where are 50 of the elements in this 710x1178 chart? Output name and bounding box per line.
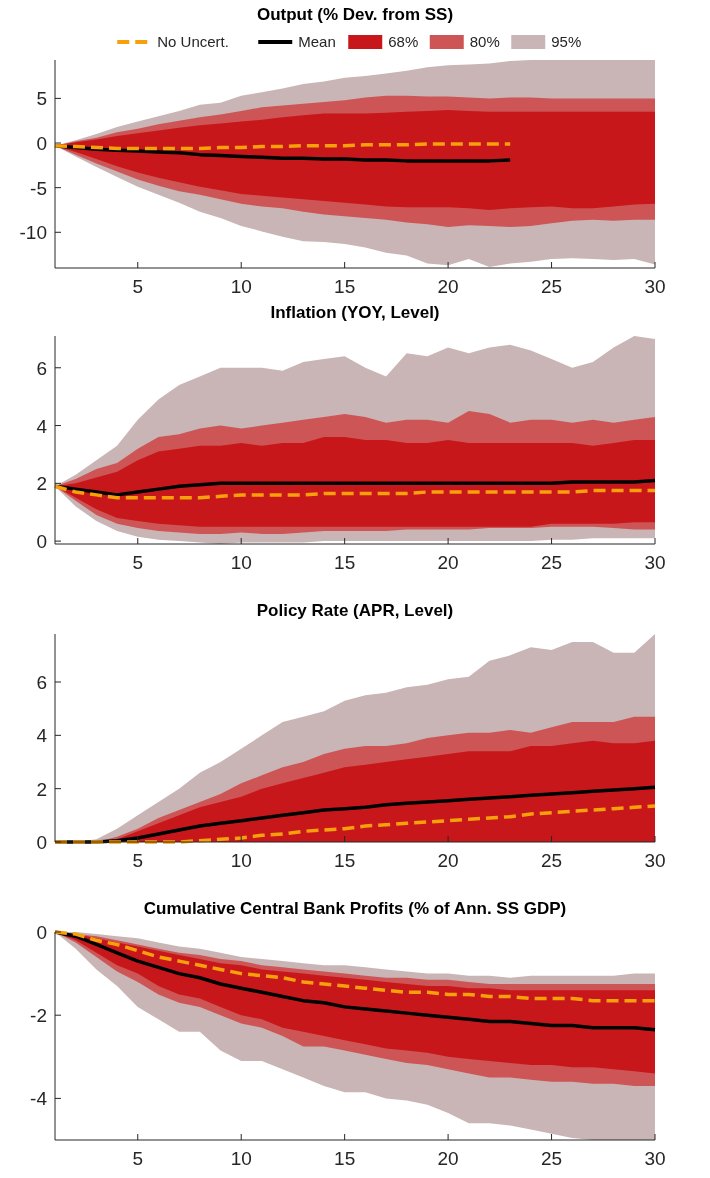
y-tick-label: 4 <box>36 725 48 747</box>
y-tick-label: 0 <box>36 531 47 553</box>
x-tick-label: 15 <box>334 1148 356 1169</box>
chart-title: Output (% Dev. from SS) <box>256 5 454 24</box>
chart-title: Inflation (YOY, Level) <box>270 303 440 322</box>
x-tick-label: 30 <box>644 850 666 871</box>
x-tick-label: 25 <box>540 276 563 297</box>
legend-label: 68% <box>388 33 419 50</box>
y-tick-label: 6 <box>36 672 47 693</box>
y-tick-label: 2 <box>36 778 47 800</box>
y-tick-label: 2 <box>36 473 47 495</box>
x-tick-label: 25 <box>540 850 563 871</box>
x-tick-label: 25 <box>540 1148 563 1169</box>
x-tick-label: 5 <box>132 850 144 871</box>
y-tick-label: -5 <box>30 177 47 199</box>
x-tick-label: 15 <box>334 276 356 297</box>
y-tick-label: -4 <box>30 1088 48 1110</box>
x-tick-label: 5 <box>132 552 144 573</box>
legend-label: 80% <box>469 33 500 50</box>
y-tick-label: 6 <box>36 357 47 379</box>
x-tick-label: 15 <box>334 850 356 871</box>
x-tick-label: 10 <box>230 1148 252 1169</box>
y-tick-label: 0 <box>36 922 47 943</box>
x-tick-label: 20 <box>437 552 459 573</box>
line-series <box>53 930 657 1003</box>
x-tick-label: 5 <box>132 276 144 297</box>
x-tick-label: 10 <box>230 850 252 871</box>
x-tick-label: 20 <box>437 850 459 871</box>
legend-label: Mean <box>298 33 336 50</box>
x-tick-label: 25 <box>540 552 563 573</box>
x-tick-label: 20 <box>437 1148 459 1169</box>
y-tick-label: 0 <box>36 133 47 155</box>
y-tick-label: -2 <box>30 1005 47 1027</box>
line-series <box>53 484 657 500</box>
y-tick-label: 0 <box>36 832 47 853</box>
legend-label: No Uncert. <box>157 33 229 50</box>
legend-label: 95% <box>551 33 582 50</box>
chart-title: Policy Rate (APR, Level) <box>256 601 454 620</box>
x-tick-label: 5 <box>132 1148 144 1169</box>
y-tick-label: 5 <box>36 88 47 110</box>
chart-title: Cumulative Central Bank Profits (% of Ann. SS GDP) <box>143 899 567 918</box>
x-tick-label: 30 <box>644 552 666 573</box>
y-tick-label: -10 <box>19 222 47 244</box>
x-tick-label: 15 <box>334 552 356 573</box>
y-tick-label: 4 <box>36 415 48 437</box>
x-tick-label: 30 <box>644 276 666 297</box>
x-tick-label: 10 <box>230 552 252 573</box>
x-tick-label: 30 <box>644 1148 666 1169</box>
x-tick-label: 10 <box>230 276 252 297</box>
x-tick-label: 20 <box>437 276 459 297</box>
